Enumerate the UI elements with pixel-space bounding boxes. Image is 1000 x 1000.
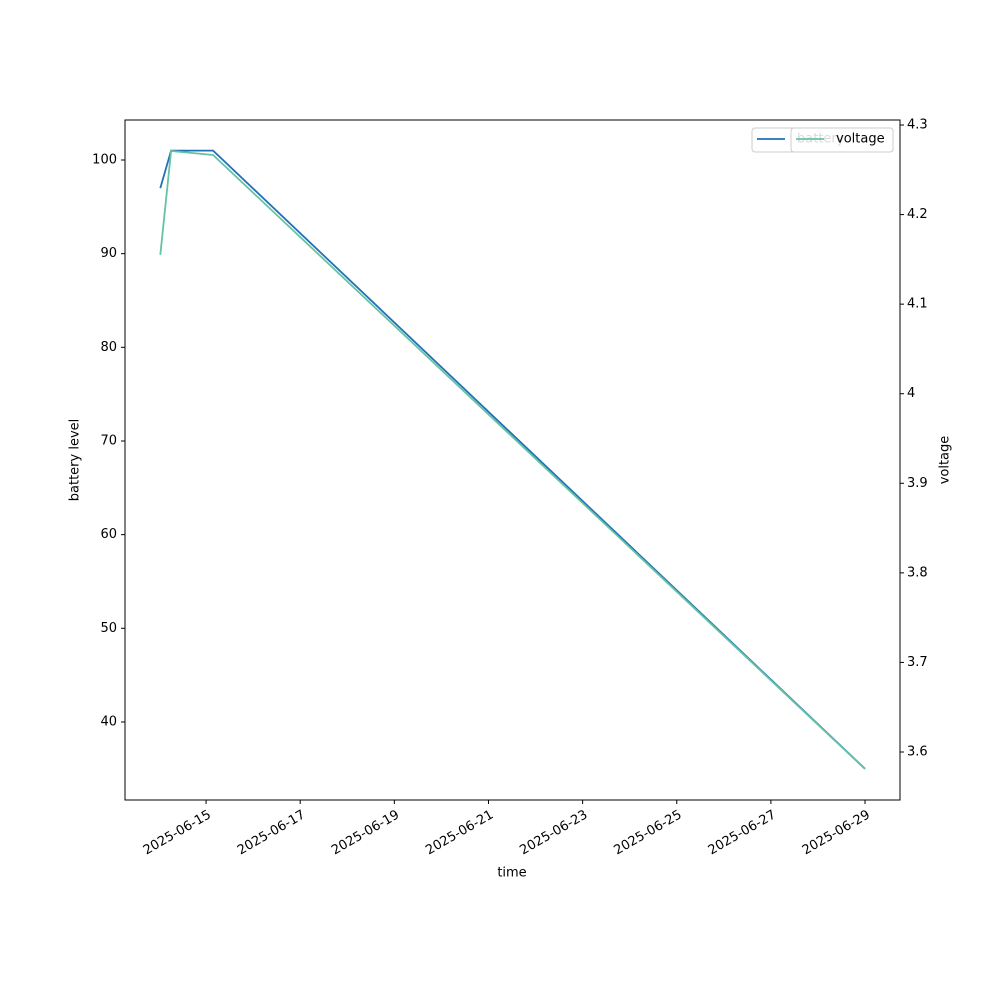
series-line [159, 149, 866, 770]
x-tick-label: 2025-06-29 [800, 808, 873, 859]
y2-tick-label: 3.8 [907, 565, 928, 580]
y-tick-label: 70 [100, 433, 117, 448]
y-tick-label: 90 [100, 246, 117, 261]
x-tick-label: 2025-06-27 [706, 808, 779, 859]
series-line [159, 150, 866, 770]
y-tick-label: 60 [100, 527, 117, 542]
y2-tick-label: 4 [907, 386, 915, 401]
y2-tick-label: 4.2 [907, 207, 928, 222]
x-tick-label: 2025-06-21 [423, 808, 496, 859]
y-axis-label: battery level [68, 419, 83, 502]
y2-axis-label: voltage [938, 436, 953, 485]
y2-tick-label: 3.6 [907, 744, 928, 759]
y2-tick-label: 3.9 [907, 476, 928, 491]
y2-tick-label: 4.3 [907, 118, 928, 133]
x-tick-label: 2025-06-25 [612, 808, 685, 859]
x-tick-label: 2025-06-17 [235, 808, 308, 859]
legend-label: voltage [836, 132, 885, 147]
y2-tick-label: 3.7 [907, 655, 928, 670]
y-tick-label: 50 [100, 621, 117, 636]
y-tick-label: 80 [100, 340, 117, 355]
x-tick-label: 2025-06-15 [141, 808, 214, 859]
x-tick-label: 2025-06-23 [517, 808, 590, 859]
y-tick-label: 100 [92, 152, 117, 167]
legend-box [790, 127, 894, 153]
plot-frame [124, 119, 901, 801]
y-tick-label: 40 [100, 714, 117, 729]
y2-tick-label: 4.1 [907, 297, 928, 312]
x-axis-label: time [497, 866, 526, 881]
x-tick-label: 2025-06-19 [329, 808, 402, 859]
